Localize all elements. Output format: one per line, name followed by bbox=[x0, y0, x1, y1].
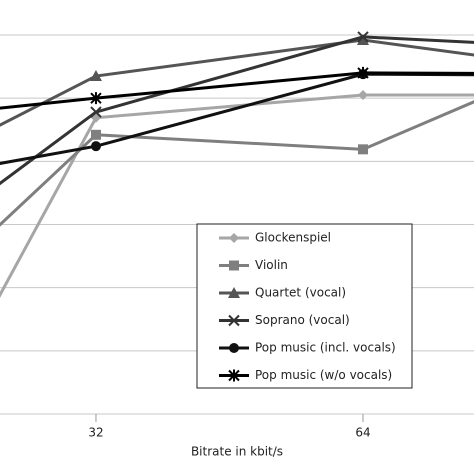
marker bbox=[89, 70, 102, 82]
legend-marker bbox=[229, 233, 239, 243]
marker bbox=[90, 141, 101, 152]
marker bbox=[90, 92, 102, 105]
legend-label: Glockenspiel bbox=[255, 231, 331, 245]
plot-area bbox=[0, 31, 474, 298]
marker bbox=[357, 34, 370, 46]
legend-label: Soprano (vocal) bbox=[255, 313, 350, 327]
legend-marker bbox=[228, 314, 240, 327]
legend-box bbox=[196, 223, 413, 389]
series-line bbox=[0, 100, 474, 227]
legend: Glockenspiel Violin Quartet (vocal) Soprano… bbox=[219, 231, 396, 382]
legend-label: Pop music (w/o vocals) bbox=[255, 368, 392, 382]
x-tick-label: 32 bbox=[88, 426, 103, 440]
legend-label: Quartet (vocal) bbox=[255, 286, 346, 300]
marker bbox=[90, 106, 102, 118]
legend-marker bbox=[229, 260, 239, 271]
legend-label: Violin bbox=[255, 258, 288, 272]
marker bbox=[357, 66, 369, 79]
marker bbox=[358, 144, 369, 155]
x-axis-label: Bitrate in kbit/s bbox=[191, 445, 283, 459]
series-line bbox=[0, 35, 474, 186]
legend-marker bbox=[229, 343, 239, 353]
marker bbox=[90, 129, 101, 140]
series-line bbox=[0, 93, 474, 298]
marker bbox=[357, 31, 369, 43]
marker bbox=[358, 90, 369, 101]
x-tick-label: 64 bbox=[355, 426, 370, 440]
legend-marker bbox=[228, 287, 240, 298]
series-line bbox=[0, 71, 474, 110]
legend-label: Pop music (incl. vocals) bbox=[255, 341, 396, 355]
series-line bbox=[0, 72, 474, 165]
series-line bbox=[0, 38, 474, 127]
legend-marker bbox=[228, 369, 240, 382]
